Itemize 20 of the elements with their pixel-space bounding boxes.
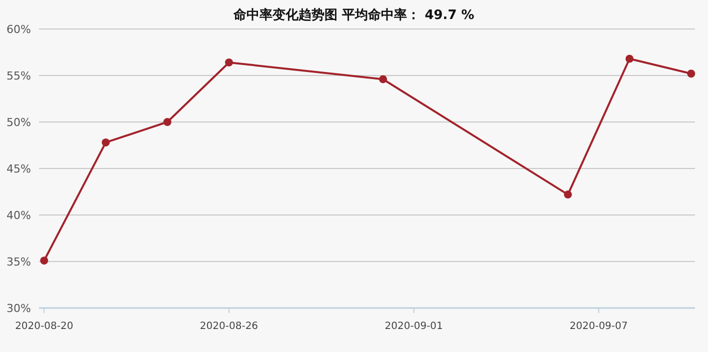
y-tick-label: 50% — [6, 116, 31, 129]
x-tick-label: 2020-08-20 — [15, 321, 74, 332]
y-tick-label: 45% — [6, 162, 31, 176]
x-tick-label: 2020-09-07 — [570, 321, 628, 332]
x-tick-label: 2020-08-26 — [200, 321, 258, 332]
chart-title: 命中率变化趋势图 平均命中率： 49.7 % — [232, 7, 474, 23]
point — [40, 256, 48, 265]
y-tick-label: 30% — [6, 302, 31, 315]
point — [564, 190, 572, 199]
point — [224, 58, 233, 66]
x-tick-label: 2020-09-01 — [384, 321, 443, 332]
point — [379, 75, 388, 84]
point — [163, 118, 172, 126]
y-tick-label: 35% — [6, 256, 31, 268]
point — [102, 138, 110, 146]
y-tick-label: 55% — [6, 70, 31, 82]
y-tick-label: 40% — [6, 209, 31, 222]
y-tick-label: 60% — [6, 23, 31, 36]
point — [687, 70, 696, 78]
point — [626, 54, 634, 63]
